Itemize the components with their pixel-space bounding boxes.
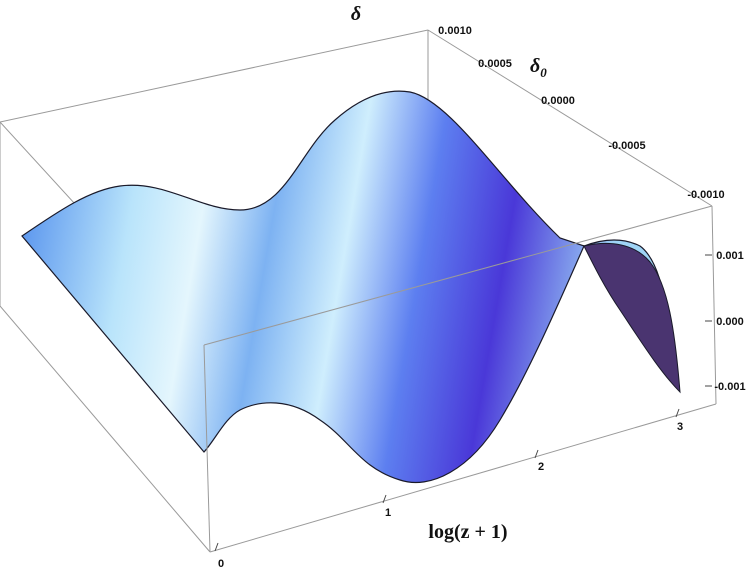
surface-top	[21, 90, 666, 484]
y-tick-label: 0.0000	[541, 95, 575, 107]
x-tick-label: 2	[538, 461, 544, 473]
surface	[21, 90, 681, 484]
x-tick-mark	[214, 542, 219, 552]
y-tick-label: 0.0005	[478, 58, 512, 70]
x-tick-label: 1	[385, 507, 391, 519]
y-tick-label: 0.0010	[438, 25, 472, 37]
x-tick-label: 0	[218, 558, 224, 570]
x-axis-label: log(z + 1)	[428, 521, 507, 543]
plot-box-front	[203, 205, 717, 553]
box-edge	[209, 403, 717, 553]
y-tick-label: -0.0010	[687, 189, 724, 201]
x-tick-mark	[534, 449, 539, 459]
z-tick-label: 0.000	[716, 316, 744, 328]
axis-ticks: 0 1 2 3 0.0010 0.0005 0.0000 -0.0005 -0.0010 0.00…	[214, 25, 746, 570]
box-edge	[0, 29, 429, 123]
x-tick-mark	[675, 408, 680, 418]
box-edge	[203, 205, 713, 346]
surface-underside	[583, 242, 681, 394]
y-tick-label: -0.0005	[608, 140, 645, 152]
z-axis-label: δ	[351, 3, 361, 25]
box-edge	[203, 344, 211, 553]
box-edge	[711, 205, 717, 405]
box-edge	[427, 29, 713, 207]
z-tick-label: -0.001	[714, 381, 745, 393]
x-tick-label: 3	[677, 421, 683, 433]
z-tick-label: 0.001	[716, 250, 744, 262]
y-axis-label: δ0	[530, 55, 547, 80]
x-tick-mark	[382, 494, 387, 504]
box-edge	[0, 305, 211, 553]
